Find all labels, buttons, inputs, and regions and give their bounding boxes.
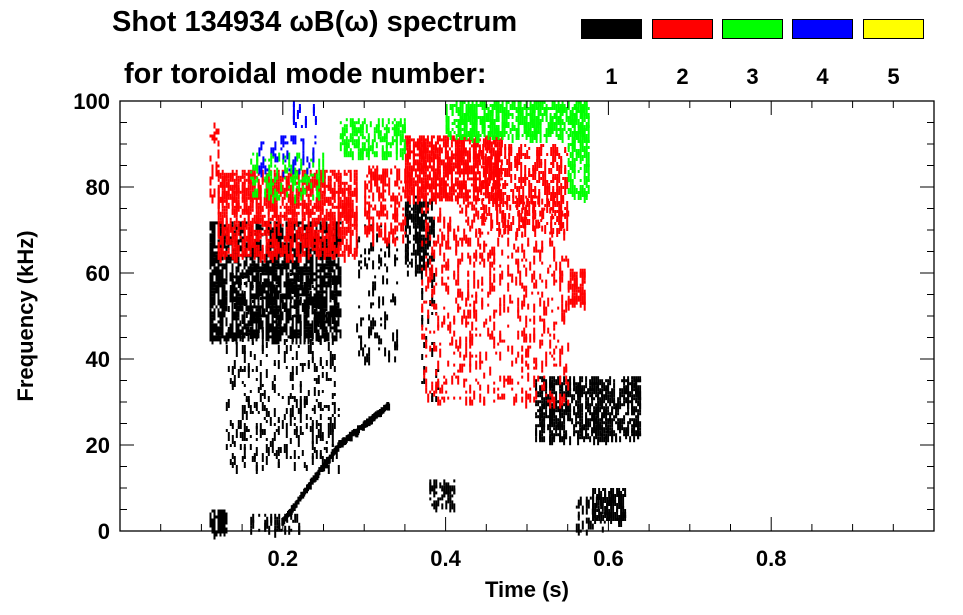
tick-labels: 0.2 0.4 0.6 0.8 0 20 40 60 80 100: [73, 89, 786, 571]
legend-label-mode-1: 1: [605, 64, 618, 89]
x-axis-label: Time (s): [485, 577, 569, 602]
chart-title-line2: for toroidal mode number:: [124, 58, 487, 90]
region-mode-1-10: [575, 496, 606, 536]
region-mode-2-17: [209, 122, 220, 204]
legend-label-mode-2: 2: [676, 64, 689, 89]
legend-swatch-mode-5: [863, 19, 924, 39]
x-tick-label: 0.8: [756, 546, 787, 571]
legend-swatch-mode-3: [722, 19, 783, 39]
legend-label-mode-4: 4: [816, 64, 829, 89]
legend-swatch-mode-4: [792, 19, 853, 39]
region-mode-1-4: [356, 224, 399, 366]
legend-label-mode-5: 5: [887, 64, 900, 89]
region-mode-3-20: [567, 101, 590, 203]
region-mode-1-7: [429, 479, 456, 513]
legend-swatch-mode-2: [652, 19, 713, 39]
region-mode-1-2: [209, 509, 228, 540]
chart-title-line1: Shot 134934 ωB(ω) spectrum: [112, 6, 518, 38]
spectrogram-marks: [209, 101, 642, 540]
y-tick-label: 60: [86, 261, 110, 286]
axis-ticks: [120, 101, 934, 531]
region-mode-3-19: [445, 101, 586, 143]
legend-label-mode-3: 3: [746, 64, 759, 89]
chirp-mode-1-1: [338, 402, 391, 448]
chirp-mode-1-0: [281, 441, 342, 526]
y-tick-label: 40: [86, 347, 110, 372]
region-mode-1-8: [535, 376, 642, 446]
region-mode-2-12: [364, 165, 407, 247]
y-tick-label: 80: [86, 175, 110, 200]
region-mode-3-18: [339, 118, 406, 161]
region-mode-2-11: [217, 169, 358, 263]
x-tick-label: 0.6: [593, 546, 624, 571]
y-axis-label: Frequency (kHz): [13, 230, 38, 401]
y-tick-label: 100: [73, 89, 110, 114]
region-mode-2-14: [421, 195, 570, 409]
x-tick-label: 0.2: [268, 546, 299, 571]
y-tick-label: 0: [98, 519, 110, 544]
region-mode-1-3: [250, 513, 301, 538]
y-tick-label: 20: [86, 433, 110, 458]
x-tick-label: 0.4: [430, 546, 461, 571]
region-mode-2-16: [567, 268, 586, 311]
region-mode-4-22: [258, 135, 317, 178]
region-mode-4-23: [292, 101, 317, 128]
region-mode-1-9: [592, 488, 627, 527]
region-mode-2-15: [478, 144, 569, 237]
region-mode-1-1: [225, 273, 340, 474]
legend-swatch-mode-1: [581, 19, 642, 39]
